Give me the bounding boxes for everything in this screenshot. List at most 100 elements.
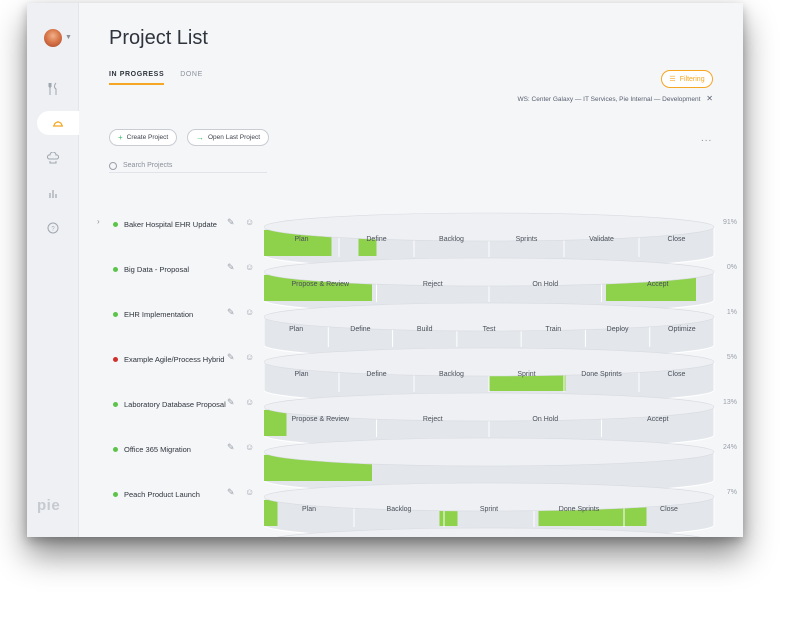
stage-label: Plan bbox=[289, 326, 303, 333]
project-name[interactable]: Peach Product Launch bbox=[124, 489, 200, 499]
stage-label: Done Sprints bbox=[559, 506, 600, 513]
project-row[interactable]: Baker Hospital EHR Update bbox=[113, 217, 217, 231]
filtering-button[interactable]: ☰ Filtering bbox=[661, 70, 713, 88]
progress-percent: 5% bbox=[726, 354, 737, 361]
stage-label: On Hold bbox=[532, 281, 558, 288]
stage-label: Plan bbox=[294, 371, 308, 378]
help-icon[interactable]: ? bbox=[41, 216, 65, 240]
progress-percent: 24% bbox=[722, 444, 737, 451]
edit-pencil-icon[interactable]: ✎ bbox=[227, 352, 235, 362]
progress-percent: 91% bbox=[722, 219, 737, 226]
edit-pencil-icon[interactable]: ✎ bbox=[227, 487, 235, 497]
svg-text:?: ? bbox=[51, 227, 55, 233]
stage-label: Sprint bbox=[480, 506, 498, 513]
project-disc[interactable]: Propose & Review Reject On Hold Accept bbox=[264, 392, 715, 450]
stage-label: Plan bbox=[302, 506, 316, 513]
assign-user-icon[interactable]: ☺ bbox=[245, 397, 255, 407]
filtering-button-label: Filtering bbox=[679, 75, 705, 83]
stage-label: Close bbox=[660, 506, 678, 513]
close-icon[interactable]: ✕ bbox=[706, 94, 713, 103]
stage-label: Reject bbox=[423, 416, 443, 423]
chevron-down-icon[interactable]: ▼ bbox=[65, 34, 72, 41]
project-disc[interactable]: Plan Backlog Sprint Done Sprints Close bbox=[264, 482, 715, 537]
filter-icon: ☰ bbox=[669, 76, 676, 83]
stage-label: Define bbox=[366, 371, 386, 378]
stage-label: Optimize bbox=[668, 326, 696, 333]
search-input[interactable]: Search Projects bbox=[123, 162, 173, 169]
edit-pencil-icon[interactable]: ✎ bbox=[227, 262, 235, 272]
edit-pencil-icon[interactable]: ✎ bbox=[227, 307, 235, 317]
tab-in-progress[interactable]: IN PROGRESS bbox=[109, 71, 165, 85]
project-name[interactable]: Baker Hospital EHR Update bbox=[124, 219, 217, 229]
disc-top bbox=[264, 392, 715, 422]
project-name[interactable]: Big Data - Proposal bbox=[124, 264, 190, 274]
app-logo: pie bbox=[37, 497, 61, 514]
project-row[interactable]: Peach Product Launch bbox=[113, 487, 200, 501]
chef-hat-icon[interactable] bbox=[41, 147, 65, 171]
status-dot bbox=[113, 221, 118, 227]
project-disc[interactable] bbox=[264, 437, 715, 495]
main-content: Project List IN PROGRESS DONE ☰ Filterin… bbox=[79, 3, 743, 537]
progress-percent: 0% bbox=[726, 264, 737, 271]
disc-top bbox=[264, 347, 715, 377]
assign-user-icon[interactable]: ☺ bbox=[245, 352, 255, 362]
page-title: Project List bbox=[109, 27, 208, 49]
edit-pencil-icon[interactable]: ✎ bbox=[227, 397, 235, 407]
project-row[interactable]: Example Agile/Process Hybrid bbox=[113, 352, 224, 366]
project-disc[interactable]: Plan Define Backlog Sprints Validate Close bbox=[264, 212, 715, 270]
tab-done[interactable]: DONE bbox=[180, 71, 203, 78]
stage-label: Accept bbox=[647, 416, 668, 423]
disc-top bbox=[264, 482, 715, 512]
stage-label: Done Sprints bbox=[581, 371, 622, 378]
expand-chevron-icon[interactable]: › bbox=[97, 217, 100, 226]
project-row[interactable]: Big Data - Proposal bbox=[113, 262, 189, 276]
workspace-filter-text: WS: Center Galaxy — IT Services, Pie Int… bbox=[517, 96, 701, 103]
open-last-project-label: Open Last Project bbox=[208, 134, 261, 141]
project-disc[interactable]: PrSprints bbox=[264, 527, 714, 537]
progress-percent: 13% bbox=[722, 399, 737, 406]
bar-chart-icon[interactable] bbox=[41, 181, 65, 205]
project-disc[interactable]: Plan Define Backlog Sprint Done Sprints Close bbox=[264, 347, 715, 405]
project-name[interactable]: Laboratory Database Proposal bbox=[124, 399, 226, 409]
status-tabs: IN PROGRESS DONE bbox=[109, 71, 203, 85]
status-dot bbox=[113, 266, 118, 272]
assign-user-icon[interactable]: ☺ bbox=[245, 307, 255, 317]
stage-label: Close bbox=[668, 236, 686, 243]
assign-user-icon[interactable]: ☺ bbox=[245, 262, 255, 272]
project-disc[interactable]: Plan Define Build Test Train Deploy Optimize bbox=[264, 302, 715, 360]
stage-label: Define bbox=[350, 326, 370, 333]
status-dot bbox=[113, 491, 118, 497]
progress-segment bbox=[264, 500, 278, 526]
stage-label: On Hold bbox=[532, 416, 558, 423]
stage-label: Define bbox=[366, 236, 386, 243]
edit-pencil-icon[interactable]: ✎ bbox=[227, 442, 235, 452]
search-bar[interactable]: Search Projects bbox=[109, 159, 267, 173]
project-name[interactable]: EHR Implementation bbox=[124, 309, 194, 319]
project-disc[interactable]: Propose & Review Reject On Hold Accept bbox=[264, 257, 715, 315]
open-last-project-button[interactable]: → Open Last Project bbox=[187, 129, 270, 146]
progress-percent: 1% bbox=[726, 309, 737, 316]
project-row[interactable]: Laboratory Database Proposal bbox=[113, 397, 226, 411]
project-row[interactable]: Office 365 Migration bbox=[113, 442, 191, 456]
workspace-filter-label: WS: Center Galaxy — IT Services, Pie Int… bbox=[517, 94, 713, 103]
disc-top bbox=[264, 302, 715, 332]
stage-label: Propose & Review bbox=[291, 416, 350, 423]
user-avatar[interactable] bbox=[44, 29, 62, 47]
more-options-icon[interactable]: ... bbox=[701, 133, 713, 144]
fork-knife-icon[interactable] bbox=[41, 77, 65, 101]
edit-pencil-icon[interactable]: ✎ bbox=[227, 217, 235, 227]
project-name[interactable]: Office 365 Migration bbox=[124, 444, 191, 454]
disc-top bbox=[264, 437, 715, 467]
stage-label: Backlog bbox=[439, 236, 464, 243]
assign-user-icon[interactable]: ☺ bbox=[245, 217, 255, 227]
project-name[interactable]: Example Agile/Process Hybrid bbox=[124, 354, 225, 364]
stage-label: Backlog bbox=[387, 506, 412, 513]
assign-user-icon[interactable]: ☺ bbox=[245, 442, 255, 452]
project-row[interactable]: EHR Implementation bbox=[113, 307, 193, 321]
stage-label: Plan bbox=[294, 236, 308, 243]
disc-top bbox=[277, 527, 701, 537]
create-project-button[interactable]: + Create Project bbox=[109, 129, 178, 146]
assign-user-icon[interactable]: ☺ bbox=[245, 487, 255, 497]
serving-tray-icon[interactable] bbox=[37, 111, 79, 135]
stage-label: Backlog bbox=[439, 371, 464, 378]
